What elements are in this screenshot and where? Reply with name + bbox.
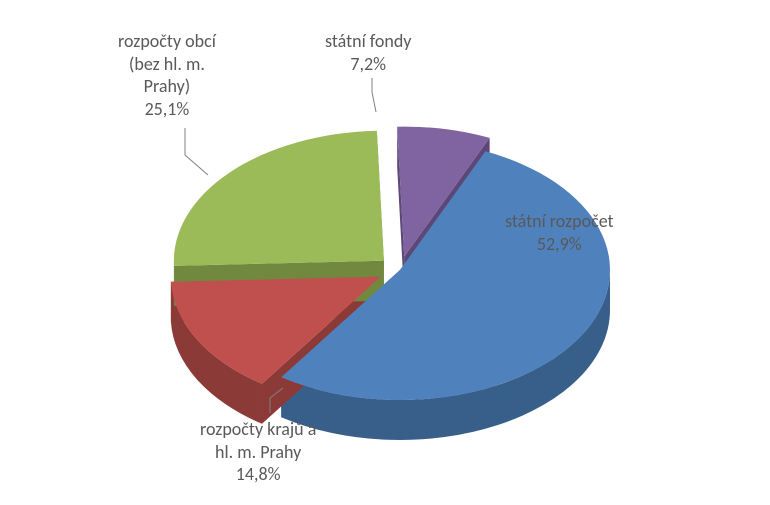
pie-chart-svg: [0, 0, 770, 505]
label-rozpocty-obci: rozpočty obcí(bez hl. m.Prahy)25,1%: [118, 30, 216, 120]
label-statni-rozpocet: státní rozpočet52,9%: [505, 210, 614, 255]
label-rozpocty-kraju: rozpočty krajů ahl. m. Prahy14,8%: [200, 418, 316, 486]
slice-rozpocty-obci: [174, 131, 384, 266]
label-statni-fondy: státní fondy7,2%: [325, 30, 411, 75]
pie-chart: státní rozpočet52,9% rozpočty krajů ahl. …: [0, 0, 770, 505]
